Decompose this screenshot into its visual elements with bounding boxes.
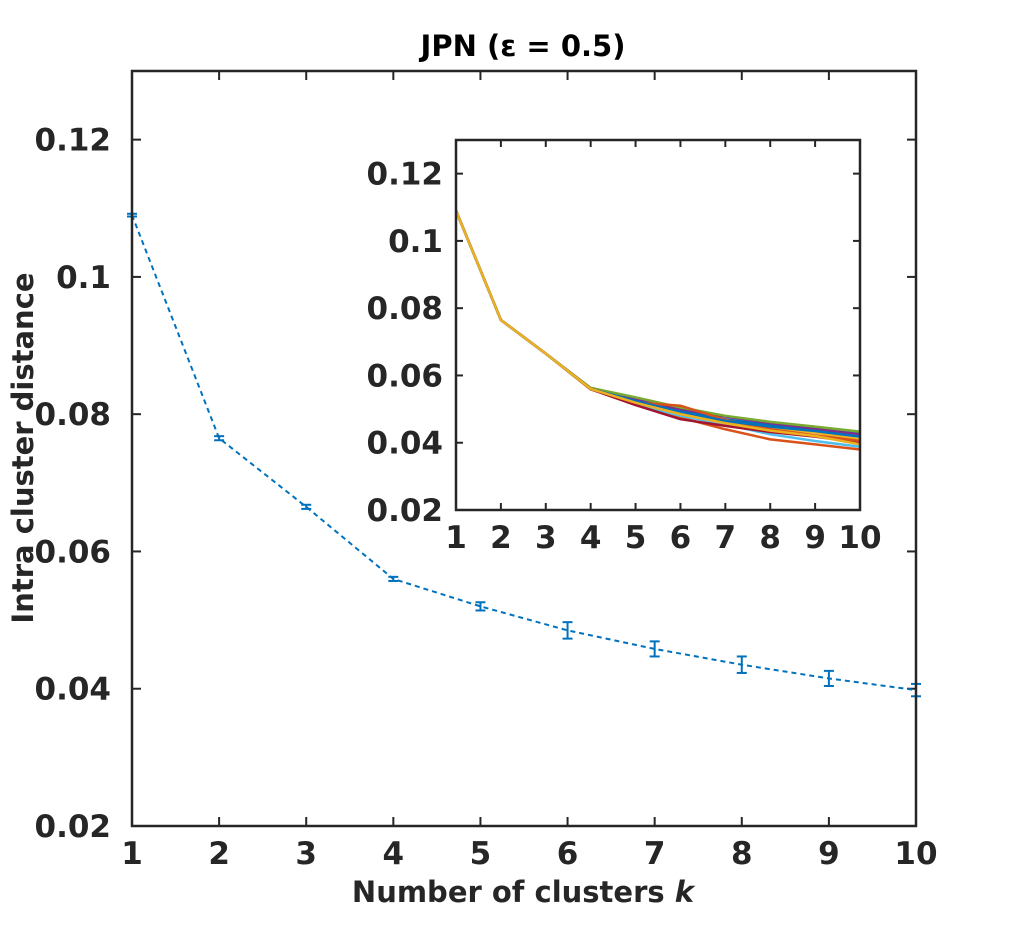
error-bar	[736, 655, 747, 674]
inset-plot-area	[456, 140, 860, 510]
error-bar	[388, 575, 399, 582]
inset-x-tick-label: 9	[804, 520, 826, 556]
inset-plot: 1 2 3 4 5 6 7 8 9 10 0.02 0.04 0.06 0.08 0.1 0.12	[367, 138, 882, 556]
inset-y-tick-label: 0.06	[367, 358, 444, 394]
x-tick-label: 3	[295, 836, 317, 872]
y-tick-label: 0.04	[35, 672, 112, 708]
x-tick-label: 7	[644, 836, 666, 872]
inset-x-tick-label: 7	[715, 520, 737, 556]
x-tick-label: 9	[818, 836, 840, 872]
y-tick-label: 0.08	[35, 397, 112, 433]
y-tick-label: 0.06	[35, 534, 112, 570]
error-bar	[214, 435, 225, 442]
inset-x-tick-label: 1	[445, 520, 467, 556]
x-axis-label-variable: k	[675, 875, 696, 909]
y-axis-label: Intra cluster distance	[6, 272, 40, 623]
x-tick-label: 10	[894, 836, 937, 872]
series-mean-line	[131, 214, 917, 692]
chart-title: JPN (ε = 0.5)	[419, 29, 626, 63]
y-tick-label: 0.02	[35, 809, 112, 845]
inset-y-tick-label: 0.12	[367, 157, 444, 193]
inset-x-tick-label: 10	[838, 520, 881, 556]
error-bar	[301, 503, 312, 510]
x-tick-label: 8	[731, 836, 753, 872]
inset-series-line	[454, 210, 861, 446]
error-bar	[562, 621, 573, 640]
y-tick-label: 0.1	[56, 260, 111, 296]
inset-x-tick-label: 2	[490, 520, 512, 556]
x-tick-label: 2	[208, 836, 230, 872]
error-bar	[475, 601, 486, 612]
inset-x-tick-label: 8	[759, 520, 781, 556]
x-tick-label: 4	[383, 836, 405, 872]
inset-x-tick-label: 3	[535, 520, 557, 556]
x-tick-label: 5	[470, 836, 492, 872]
error-bar	[823, 669, 834, 687]
inset-x-tick-label: 5	[625, 520, 647, 556]
axes-frame	[130, 69, 918, 828]
inset-axes-frame	[454, 138, 862, 512]
inset-y-tick-label: 0.1	[388, 224, 443, 260]
inset-y-tick-label: 0.04	[367, 426, 444, 462]
error-bar	[649, 640, 660, 658]
inset-y-tick-label: 0.02	[367, 493, 444, 529]
x-axis-label: Number of clusters k	[352, 875, 696, 909]
inset-x-tick-label: 4	[580, 520, 602, 556]
x-tick-label: 6	[557, 836, 579, 872]
y-tick-label: 0.12	[35, 123, 112, 159]
inset-x-tick-label: 6	[670, 520, 692, 556]
x-axis-label-text: Number of clusters	[352, 875, 665, 909]
x-tick-label: 1	[121, 836, 143, 872]
inset-y-tick-label: 0.08	[367, 291, 444, 327]
